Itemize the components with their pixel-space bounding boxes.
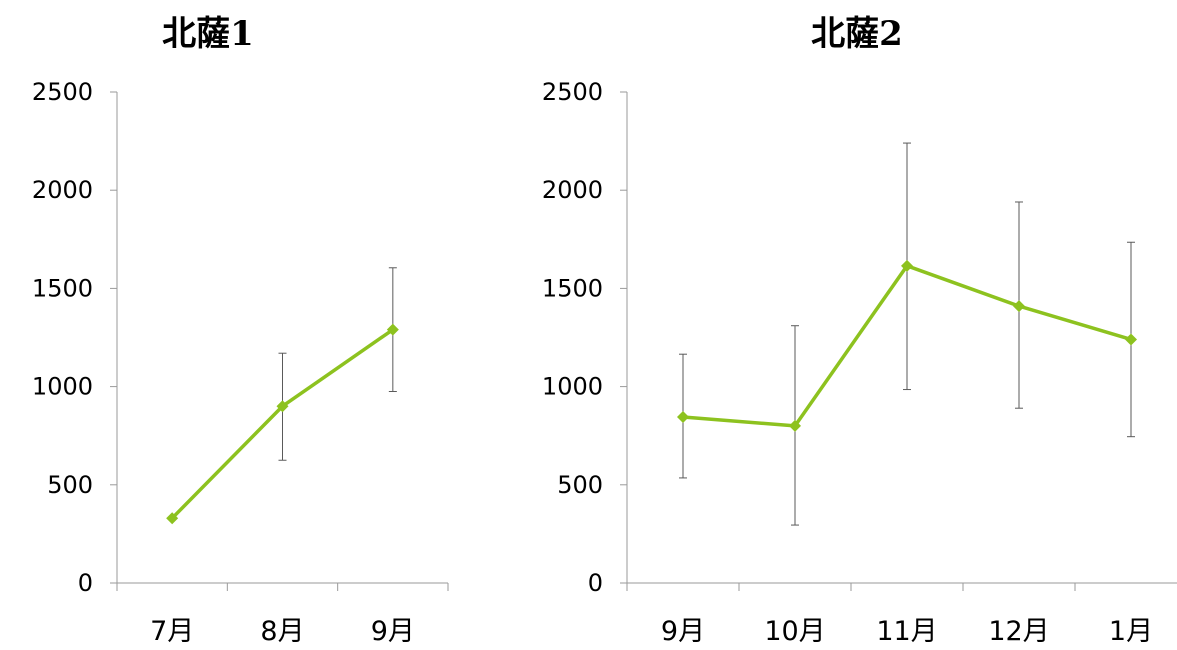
- y-tick-label: 1000: [542, 373, 603, 401]
- x-tick-label: 8月: [260, 616, 304, 647]
- x-tick-label: 1月: [1109, 616, 1153, 647]
- y-tick-label: 0: [588, 569, 603, 597]
- x-tick-label: 10月: [764, 616, 825, 647]
- x-tick-label: 9月: [371, 616, 415, 647]
- data-point-marker: [166, 512, 179, 525]
- y-tick-label: 500: [47, 471, 93, 499]
- y-tick-label: 1500: [32, 274, 93, 302]
- data-point-marker: [789, 419, 801, 432]
- chart-title: 北薩2: [811, 14, 903, 54]
- y-tick-label: 2500: [32, 78, 93, 106]
- y-tick-label: 2000: [32, 176, 93, 204]
- y-tick-label: 2000: [542, 176, 603, 204]
- chart-hokusatsu-1: 北薩1 0 500 1000 1500 2000 2500 7月 8月 9月: [32, 14, 449, 647]
- data-point-marker: [677, 411, 689, 424]
- data-point-marker: [1013, 300, 1025, 313]
- x-tick-label: 11月: [876, 616, 937, 647]
- x-tick-label: 7月: [150, 616, 194, 647]
- data-point-marker: [1125, 333, 1137, 346]
- chart-hokusatsu-2: 北薩2 0 500 1000 1500 2000 2500 9月 10月 11月 12月 1月: [542, 14, 1177, 647]
- x-tick-label: 12月: [988, 616, 1049, 647]
- y-tick-label: 1000: [32, 373, 93, 401]
- data-point-marker: [276, 400, 289, 413]
- y-tick-label: 1500: [542, 274, 603, 302]
- y-tick-label: 500: [557, 471, 603, 499]
- data-point-marker: [386, 323, 399, 336]
- x-tick-label: 9月: [661, 616, 705, 647]
- chart-title: 北薩1: [162, 14, 254, 54]
- y-tick-label: 2500: [542, 78, 603, 106]
- y-tick-label: 0: [78, 569, 93, 597]
- data-point-marker: [901, 259, 913, 272]
